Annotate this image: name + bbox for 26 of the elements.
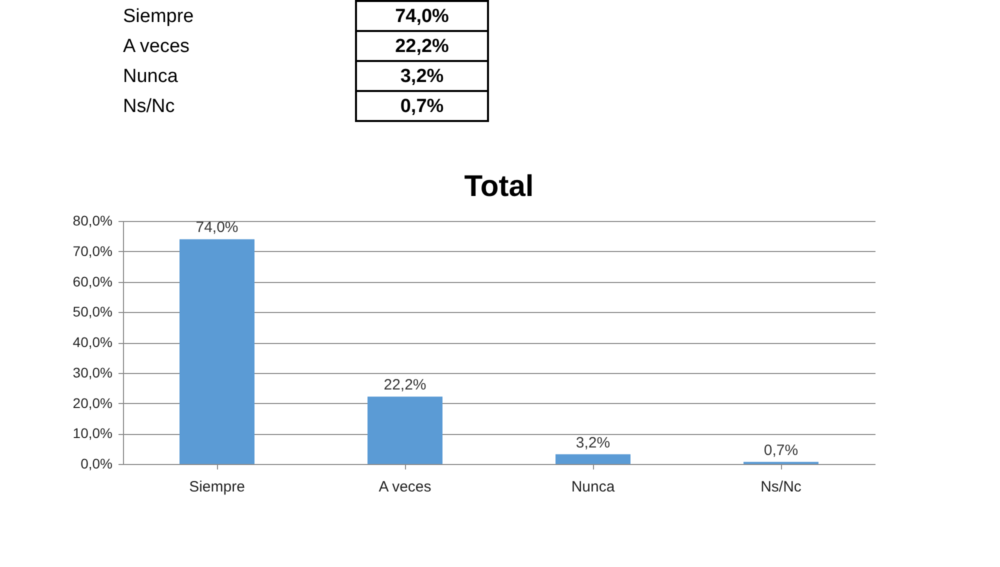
y-tick-label: 0,0% <box>80 456 112 472</box>
chart-title: Total <box>464 170 534 203</box>
text: 3,2% <box>400 66 444 87</box>
category-label: Nunca <box>123 66 178 87</box>
category-label: Ns/Nc <box>123 96 175 117</box>
text: 74,0% <box>395 6 449 27</box>
y-tick-label: 20,0% <box>72 394 112 411</box>
data-label: 0,7% <box>764 442 798 459</box>
y-tick-label: 10,0% <box>72 425 112 442</box>
data-label: 3,2% <box>576 434 610 452</box>
x-tick-label: Nunca <box>571 478 616 496</box>
y-tick-label: 70,0% <box>72 242 112 259</box>
category-label: A veces <box>123 36 190 57</box>
text: 0,7% <box>400 96 444 117</box>
text: 22,2% <box>395 36 449 57</box>
y-tick-label: 80,0% <box>72 212 112 228</box>
x-tick-label: Ns/Nc <box>760 478 802 496</box>
y-tick-label: 60,0% <box>72 273 112 290</box>
y-tick-label: 30,0% <box>72 364 112 380</box>
y-tick-label: 40,0% <box>72 334 112 350</box>
category-label: Siempre <box>123 6 194 27</box>
x-tick-label: Siempre <box>189 478 245 496</box>
data-label: 74,0% <box>196 219 238 236</box>
x-tick-label: A veces <box>378 478 432 496</box>
data-label: 22,2% <box>384 376 426 394</box>
y-tick-label: 50,0% <box>72 304 112 320</box>
